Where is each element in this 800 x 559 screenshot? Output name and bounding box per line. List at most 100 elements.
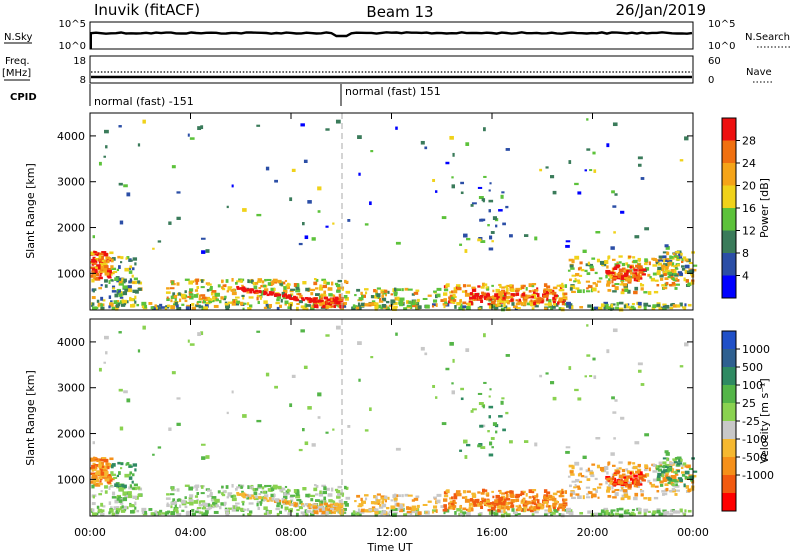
power-echo bbox=[543, 295, 548, 298]
power-echo bbox=[596, 280, 602, 283]
velocity-echo bbox=[620, 484, 625, 489]
velocity-echo bbox=[343, 507, 347, 511]
velocity-echo bbox=[298, 448, 303, 452]
velocity-echo bbox=[470, 508, 473, 512]
velocity-echo bbox=[497, 508, 501, 513]
power-echo bbox=[554, 303, 559, 307]
velocity-echo bbox=[564, 508, 567, 512]
power-echo bbox=[131, 274, 134, 278]
velocity-echo bbox=[623, 476, 627, 479]
velocity-echo bbox=[176, 397, 181, 400]
velocity-echo bbox=[624, 479, 629, 482]
velocity-echo bbox=[320, 505, 324, 509]
power-echo bbox=[94, 258, 99, 261]
power-echo bbox=[104, 270, 107, 274]
power-echo bbox=[606, 280, 611, 285]
noise-left-tick-bottom: 10^0 bbox=[59, 41, 86, 52]
power-echo bbox=[171, 165, 176, 169]
velocity-echo bbox=[115, 508, 119, 511]
velocity-echo bbox=[579, 511, 584, 515]
velocity-echo bbox=[619, 489, 624, 492]
velocity-echo bbox=[300, 511, 306, 515]
velocity-echo bbox=[488, 415, 491, 419]
velocity-echo bbox=[295, 492, 300, 496]
power-echo bbox=[501, 286, 506, 289]
velocity-echo bbox=[128, 473, 132, 476]
power-echo bbox=[638, 277, 643, 280]
x-tick-label: 16:00 bbox=[476, 526, 508, 539]
power-echo bbox=[675, 251, 680, 254]
power-echo bbox=[397, 288, 402, 291]
power-echo bbox=[364, 303, 369, 307]
velocity-echo bbox=[575, 493, 580, 496]
velocity-echo bbox=[432, 384, 436, 388]
power-echo bbox=[607, 272, 613, 277]
velocity-echo bbox=[347, 425, 351, 428]
velocity-echo bbox=[552, 504, 557, 508]
power-echo bbox=[302, 307, 306, 311]
power-echo bbox=[593, 169, 597, 173]
power-echo bbox=[586, 118, 589, 121]
velocity-echo bbox=[224, 501, 227, 505]
velocity-echo bbox=[364, 494, 369, 497]
velocity-echo bbox=[481, 497, 485, 501]
velocity-echo bbox=[90, 472, 96, 476]
power-echo bbox=[651, 306, 656, 311]
power-echo bbox=[97, 266, 103, 270]
power-echo bbox=[210, 291, 214, 296]
velocity-echo bbox=[525, 493, 528, 497]
velocity-echo bbox=[618, 467, 622, 470]
velocity-echo bbox=[553, 509, 557, 513]
power-echo bbox=[279, 304, 283, 308]
power-echo bbox=[307, 200, 312, 204]
velocity-echo bbox=[644, 433, 650, 437]
power-echo bbox=[617, 274, 622, 279]
velocity-echo bbox=[481, 488, 486, 493]
noise-left-tick-top: 10^5 bbox=[59, 19, 86, 30]
velocity-echo bbox=[598, 483, 603, 486]
velocity-echo bbox=[270, 493, 276, 498]
velocity-echo bbox=[263, 498, 267, 502]
velocity-echo bbox=[652, 463, 657, 467]
power-echo bbox=[592, 151, 596, 155]
velocity-echo bbox=[488, 453, 494, 457]
power-echo bbox=[308, 299, 312, 302]
power-echo bbox=[505, 292, 511, 295]
velocity-echo bbox=[278, 499, 282, 503]
power-echo bbox=[381, 294, 385, 298]
power-echo bbox=[327, 304, 333, 309]
velocity-echo bbox=[637, 362, 643, 366]
power-echo bbox=[227, 301, 233, 304]
power-echo bbox=[203, 306, 209, 311]
power-echo bbox=[616, 265, 620, 269]
velocity-colorbar-tick-label: 100 bbox=[742, 379, 763, 392]
power-echo bbox=[99, 255, 104, 260]
power-echo bbox=[533, 296, 537, 300]
power-echo bbox=[637, 265, 643, 270]
velocity-echo bbox=[669, 512, 674, 516]
velocity-echo bbox=[260, 496, 264, 500]
velocity-echo bbox=[180, 499, 186, 504]
velocity-echo bbox=[253, 496, 259, 501]
power-echo bbox=[396, 296, 400, 301]
power-echo bbox=[595, 231, 601, 234]
velocity-echo bbox=[221, 492, 224, 496]
power-echo bbox=[304, 303, 308, 308]
velocity-echo bbox=[90, 457, 95, 462]
power-echo bbox=[406, 306, 411, 309]
velocity-echo bbox=[200, 331, 204, 336]
power-echo bbox=[206, 288, 210, 292]
power-echo bbox=[577, 281, 581, 284]
velocity-echo bbox=[490, 506, 496, 511]
power-colorbar-tick-label: 16 bbox=[742, 202, 756, 215]
power-echo bbox=[94, 270, 98, 274]
velocity-echo bbox=[106, 479, 111, 484]
power-echo bbox=[354, 294, 357, 297]
velocity-echo bbox=[104, 476, 107, 480]
velocity-echo bbox=[213, 498, 217, 501]
velocity-echo bbox=[304, 503, 308, 506]
power-echo bbox=[450, 296, 455, 300]
velocity-echo bbox=[618, 475, 624, 479]
power-echo bbox=[103, 263, 108, 267]
velocity-echo bbox=[482, 405, 485, 409]
